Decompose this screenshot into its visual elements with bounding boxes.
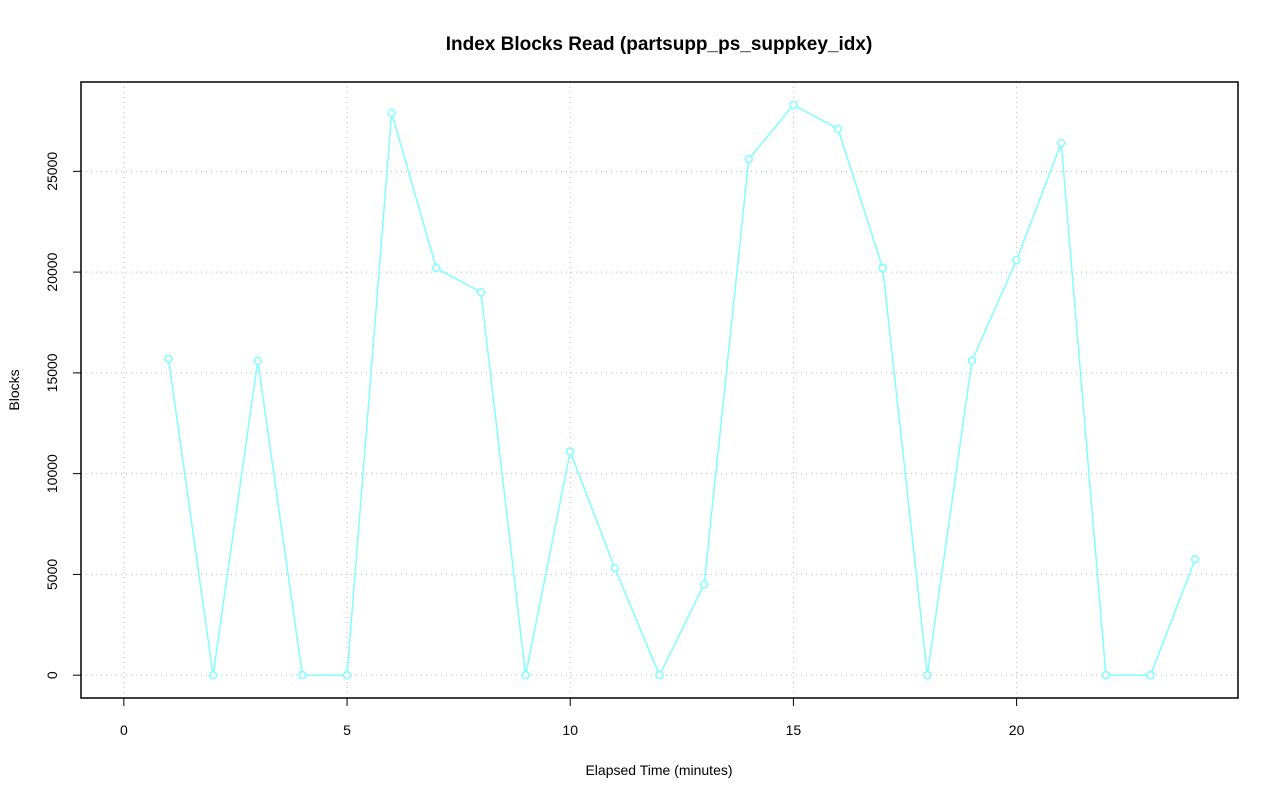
data-point <box>164 354 173 364</box>
data-point <box>967 356 977 366</box>
x-tick-label: 15 <box>786 722 802 738</box>
data-point <box>432 263 441 273</box>
data-point <box>1101 670 1111 680</box>
x-tick-label: 0 <box>120 722 128 738</box>
data-point <box>387 108 396 118</box>
y-tick-label: 5000 <box>44 559 60 590</box>
data-point <box>476 288 486 297</box>
data-point <box>878 263 887 273</box>
data-point <box>342 670 352 680</box>
plot-frame <box>80 81 1239 699</box>
x-tick-label: 20 <box>1009 722 1025 738</box>
y-tick-label: 10000 <box>44 454 60 493</box>
data-point <box>1146 670 1155 680</box>
data-point <box>923 670 932 680</box>
chart-title: Index Blocks Read (partsupp_ps_suppkey_i… <box>446 34 873 55</box>
data-point <box>699 580 709 589</box>
data-point <box>208 670 218 680</box>
y-tick-label: 0 <box>44 671 60 679</box>
y-tick-label: 25000 <box>44 152 60 191</box>
y-axis-label: Blocks <box>6 369 22 410</box>
data-point <box>744 154 754 164</box>
data-point <box>1012 255 1021 265</box>
data-point <box>565 447 575 456</box>
x-tick-label: 5 <box>343 722 351 738</box>
y-tick-label: 20000 <box>44 252 60 291</box>
data-point <box>833 124 843 134</box>
data-point <box>1190 555 1200 564</box>
data-point <box>253 356 263 366</box>
series-line <box>167 103 1196 677</box>
data-point <box>610 564 620 573</box>
y-tick-label: 15000 <box>44 353 60 392</box>
data-point <box>789 100 798 110</box>
data-point <box>298 670 307 680</box>
x-tick-label: 10 <box>562 722 578 738</box>
data-point <box>655 670 664 680</box>
x-axis-label: Elapsed Time (minutes) <box>585 762 732 778</box>
data-point <box>1056 138 1066 148</box>
data-point <box>521 670 530 680</box>
